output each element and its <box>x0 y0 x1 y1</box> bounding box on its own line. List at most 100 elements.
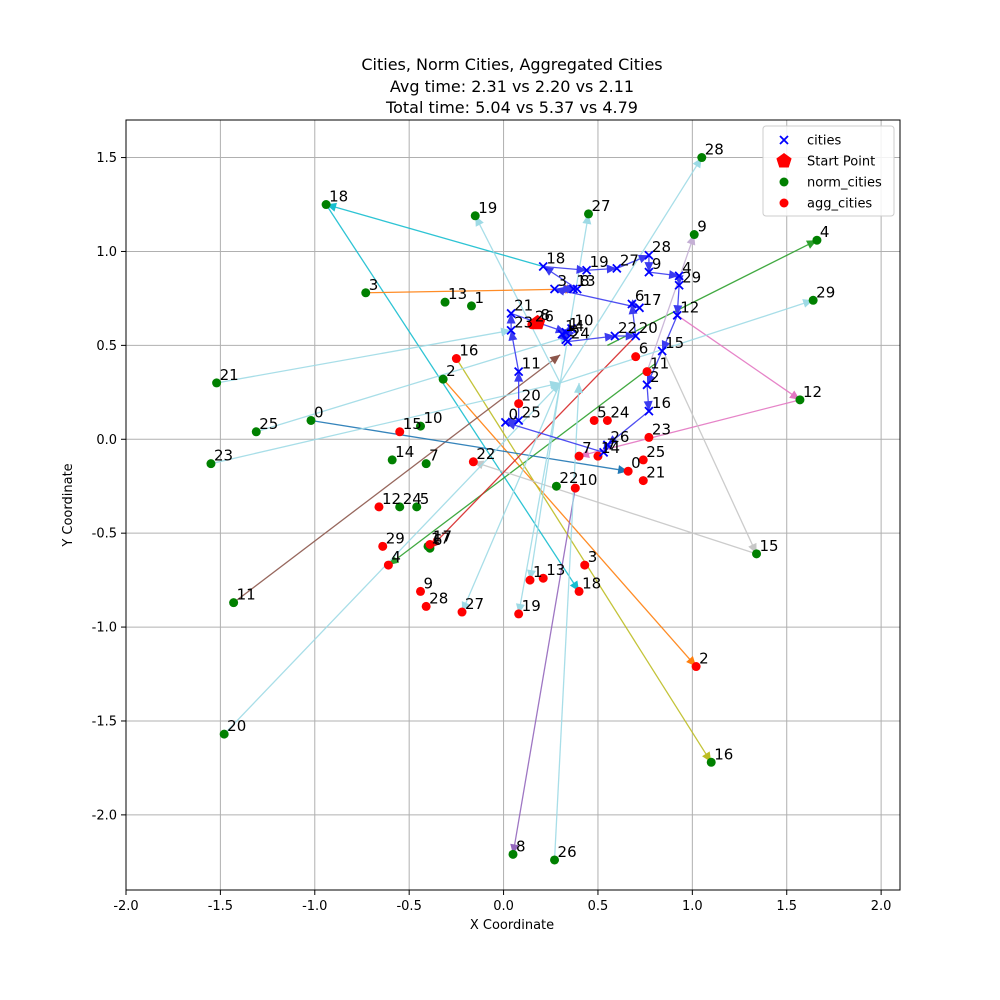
grid <box>125 120 900 890</box>
cities-route-segment-head <box>514 371 524 382</box>
norm-city-label: 3 <box>369 276 379 294</box>
city-point <box>581 265 592 275</box>
norm-city-label: 29 <box>816 283 835 301</box>
norm-city-point <box>395 502 405 512</box>
norm-city-label: 24 <box>403 490 422 508</box>
agg-city-point <box>574 586 584 596</box>
city-label: 20 <box>639 319 658 337</box>
route-segment <box>473 461 757 555</box>
route-segment <box>429 335 637 549</box>
norm-city-point <box>470 211 480 221</box>
norm-city-label: 1 <box>474 289 484 307</box>
cities-route-segment-head <box>506 313 516 324</box>
norm-city-label: 6 <box>433 531 443 549</box>
x-tick-label: 0.5 <box>588 899 609 914</box>
agg-city-label: 3 <box>588 548 598 566</box>
plot-frame <box>125 119 901 891</box>
agg-city-label: 23 <box>652 420 671 438</box>
y-tick-label: 1.5 <box>96 151 117 166</box>
city-point <box>572 284 582 294</box>
agg-city-point <box>451 354 461 364</box>
route-segment <box>529 382 561 581</box>
agg-city-point <box>574 451 584 461</box>
route-segment-head <box>550 382 561 394</box>
city-point <box>631 331 641 341</box>
norm-city-point <box>508 849 518 859</box>
norm-city-point <box>706 757 716 767</box>
city-label: 5 <box>569 323 579 341</box>
norm-city-label: 16 <box>714 745 733 763</box>
route-segment <box>256 335 570 433</box>
city-label: 29 <box>682 268 701 286</box>
agg-city-point <box>421 601 431 611</box>
city-label: 19 <box>590 253 609 271</box>
start-point-marker <box>529 314 546 330</box>
city-label: 6 <box>635 287 645 305</box>
norm-city-point <box>219 729 229 739</box>
norm-city-point <box>440 297 450 307</box>
route-segment <box>223 382 561 735</box>
agg-city-label: 5 <box>597 403 607 421</box>
norm-city-label: 15 <box>760 537 779 555</box>
agg-city-label: 21 <box>646 464 665 482</box>
norm-city-label: 13 <box>448 285 467 303</box>
agg-city-point <box>580 560 590 570</box>
norm-city-label: 4 <box>820 223 830 241</box>
legend-label: cities <box>807 134 841 149</box>
chart-title-line-1: Cities, Norm Cities, Aggregated Cities <box>361 55 662 74</box>
city-point <box>506 325 516 335</box>
city-point <box>644 250 654 260</box>
city-point <box>642 380 652 390</box>
norm-city-point <box>306 415 316 425</box>
city-label: 12 <box>680 298 699 316</box>
norm-city-label: 8 <box>516 837 526 855</box>
city-point <box>506 308 516 319</box>
route-segment <box>216 329 512 384</box>
agg-city-label: 4 <box>391 548 401 566</box>
route-segment <box>325 203 544 268</box>
route-segment <box>553 382 580 860</box>
city-point <box>644 406 654 416</box>
norm-city-point <box>438 374 448 384</box>
x-tick-label: 1.5 <box>776 899 797 914</box>
legend-marker-agg-cities <box>779 198 789 208</box>
city-point <box>568 284 579 294</box>
route-segment <box>559 299 814 384</box>
cities-route-segment <box>505 421 604 454</box>
norm-city-point <box>550 855 560 865</box>
norm-city-label: 25 <box>259 415 278 433</box>
y-tick-label: -1.0 <box>92 621 117 636</box>
city-point <box>602 440 613 450</box>
norm-city-point <box>387 455 397 465</box>
cities-route-segment-head <box>668 270 680 280</box>
legend-marker-start-point <box>776 153 792 168</box>
norm-city-label: 10 <box>423 409 442 427</box>
agg-city-point <box>457 607 467 617</box>
city-point <box>514 415 524 426</box>
agg-city-label: 24 <box>610 403 629 421</box>
agg-city-label: 27 <box>465 595 484 613</box>
y-tick-label: 0.0 <box>96 433 117 448</box>
norm-city-point <box>361 288 371 298</box>
agg-city-point <box>644 432 654 442</box>
route-segment <box>578 399 801 457</box>
city-label: 1 <box>569 315 579 333</box>
city-label: 26 <box>610 428 629 446</box>
norm-city-point <box>689 230 699 240</box>
agg-city-point <box>691 662 701 672</box>
route-segment <box>607 239 818 346</box>
city-point <box>566 323 577 334</box>
city-point <box>500 417 511 428</box>
agg-city-label: 26 <box>535 308 554 326</box>
legend: cities Start Point norm_cities agg_cities <box>762 125 895 217</box>
norm-city-point <box>206 459 216 469</box>
agg-city-point <box>570 483 580 493</box>
norm-city-label: 9 <box>697 218 707 236</box>
route-segment <box>210 382 561 465</box>
city-label: 15 <box>665 334 684 352</box>
y-tick-label: -2.0 <box>92 808 117 823</box>
cities-route-segment-head <box>576 264 587 274</box>
agg-city-label: 2 <box>699 650 709 668</box>
norm-city-label: 28 <box>705 141 724 159</box>
agg-city-label: 7 <box>582 439 592 457</box>
